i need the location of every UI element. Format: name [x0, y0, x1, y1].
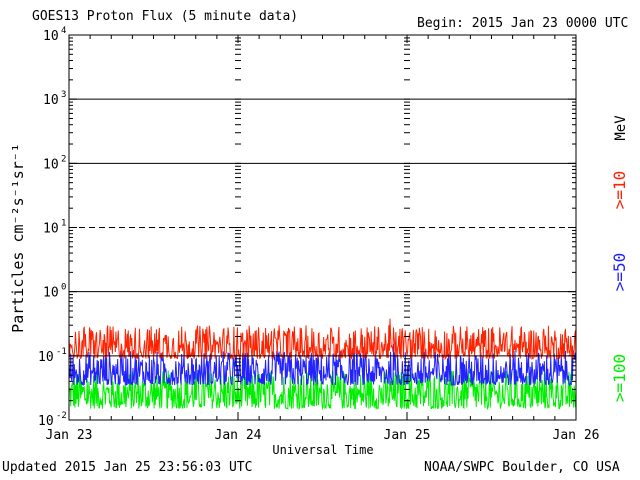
y-tick-label: 10 [38, 414, 54, 429]
series-lines [68, 318, 577, 411]
y-tick-label: 10 [43, 29, 59, 44]
updated-timestamp: Updated 2015 Jan 25 23:56:03 UTC [2, 460, 253, 475]
x-tick-label: Jan 23 [46, 428, 93, 443]
y-tick-label: 10 [43, 222, 59, 237]
x-tick-label: Jan 25 [384, 428, 431, 443]
legend-label-100: >=100 [610, 354, 629, 402]
y-tick-label: 10 [43, 286, 59, 301]
x-tick-labels: Jan 23 Jan 24 Jan 25 Jan 26 [46, 428, 600, 443]
plot-frame [68, 34, 577, 421]
x-axis-label: Universal Time [272, 443, 373, 457]
y-axis-label: Particles cm⁻²s⁻¹sr⁻¹ [9, 143, 27, 333]
x-tick-label: Jan 26 [553, 428, 600, 443]
chart-title: GOES13 Proton Flux (5 minute data) [32, 9, 299, 24]
y-tick-exponent: -2 [56, 411, 67, 421]
credit-label: NOAA/SWPC Boulder, CO USA [424, 460, 620, 475]
y-tick-exponent: -1 [56, 347, 67, 357]
legend-label-10: >=10 [610, 171, 629, 210]
y-tick-exponent: 2 [61, 154, 66, 164]
y-tick-exponent: 4 [61, 26, 66, 36]
y-tick-label: 10 [43, 157, 59, 172]
y-tick-exponent: 1 [61, 219, 66, 229]
y-tick-exponent: 0 [61, 283, 66, 293]
y-tick-label: 10 [43, 93, 59, 108]
y-tick-exponent: 3 [61, 90, 66, 100]
y-tick-label: 10 [38, 350, 54, 365]
series-line-100 [68, 370, 577, 411]
energy-unit-label: MeV [613, 115, 629, 141]
reference-lines [69, 98, 576, 357]
energy-legend: MeV >=10 >=50 >=100 [610, 115, 629, 402]
begin-time-label: Begin: 2015 Jan 23 0000 UTC [417, 16, 629, 31]
x-tick-label: Jan 24 [215, 428, 262, 443]
legend-label-50: >=50 [610, 253, 629, 292]
series-line-10 [68, 318, 577, 361]
